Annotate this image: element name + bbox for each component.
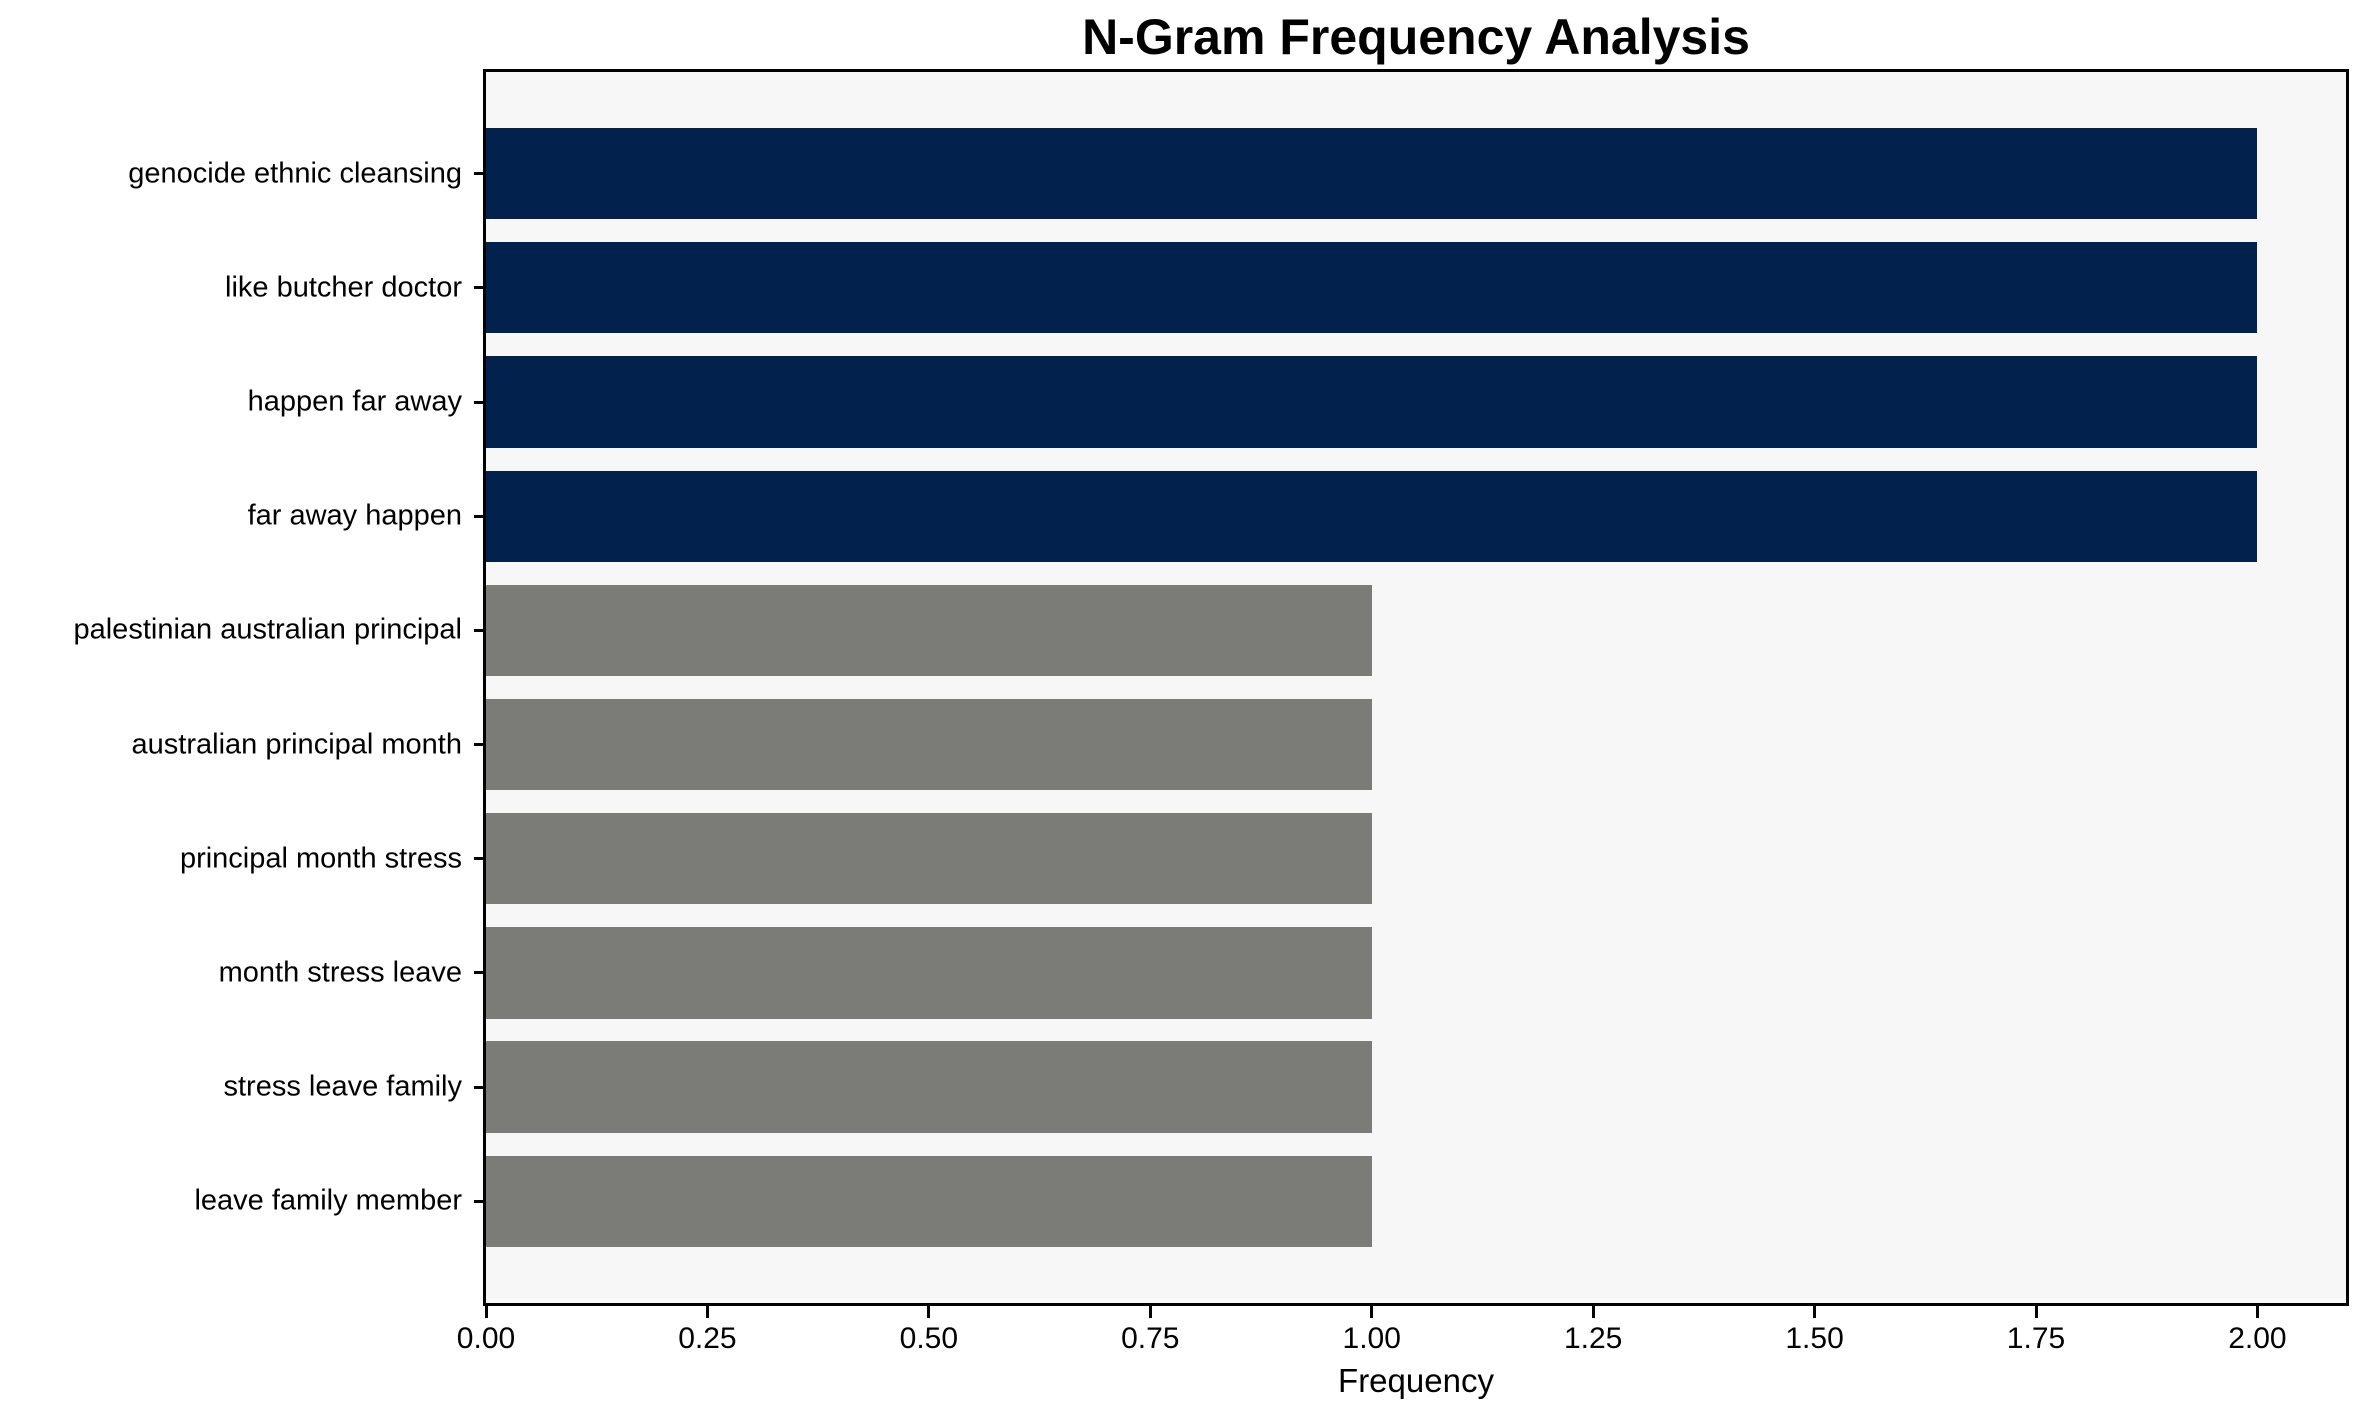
x-tick-mark	[1591, 1306, 1595, 1318]
bar-leave-family-member	[486, 1155, 1372, 1248]
bar-like-butcher-doctor	[486, 242, 2258, 334]
x-tick-mark	[1148, 1306, 1152, 1318]
x-tick-mark	[1370, 1306, 1374, 1318]
chart-title: N-Gram Frequency Analysis	[1082, 9, 1750, 65]
x-tick-label-0.75: 0.75	[1121, 1322, 1180, 1355]
bar-month-stress-leave	[486, 927, 1372, 1019]
y-tick-label-happen-far-away: happen far away	[247, 385, 462, 418]
y-tick-mark	[474, 1085, 486, 1089]
x-tick-label-0.00: 0.00	[456, 1322, 516, 1355]
bar-genocide-ethnic-cleansing	[486, 127, 2258, 220]
x-axis-label: Frequency	[1338, 1362, 1494, 1399]
x-tick-mark	[484, 1306, 488, 1318]
x-tick-label-1.50: 1.50	[1785, 1322, 1844, 1355]
y-tick-mark	[474, 400, 486, 404]
x-tick-label-1.00: 1.00	[1342, 1322, 1401, 1355]
y-tick-mark	[474, 971, 486, 975]
x-tick-label-0.25: 0.25	[678, 1322, 737, 1355]
bar-far-away-happen	[486, 470, 2258, 562]
y-tick-mark	[474, 172, 486, 176]
bar-palestinian-australian-principal	[486, 584, 1372, 677]
y-tick-label-palestinian-australian-principal: palestinian australian principal	[73, 613, 462, 646]
bar-principal-month-stress	[486, 813, 1372, 905]
y-tick-mark	[474, 514, 486, 518]
y-tick-mark	[474, 628, 486, 632]
x-tick-label-1.75: 1.75	[2006, 1322, 2066, 1355]
plot-area	[486, 72, 2346, 1303]
y-tick-label-genocide-ethnic-cleansing: genocide ethnic cleansing	[128, 157, 462, 190]
y-tick-label-australian-principal-month: australian principal month	[131, 728, 462, 761]
x-tick-label-1.25: 1.25	[1563, 1322, 1623, 1355]
x-tick-mark	[2034, 1306, 2038, 1318]
x-tick-mark	[2255, 1306, 2259, 1318]
bar-happen-far-away	[486, 356, 2258, 448]
y-tick-mark	[474, 743, 486, 747]
x-tick-mark	[1813, 1306, 1817, 1318]
x-tick-mark	[927, 1306, 931, 1318]
y-tick-mark	[474, 286, 486, 290]
y-tick-mark	[474, 857, 486, 861]
x-tick-mark	[705, 1306, 709, 1318]
x-tick-label-2.00: 2.00	[2228, 1322, 2287, 1355]
x-tick-label-0.50: 0.50	[899, 1322, 959, 1355]
y-tick-label-far-away-happen: far away happen	[247, 499, 462, 532]
y-tick-label-stress-leave-family: stress leave family	[223, 1070, 462, 1103]
y-tick-label-leave-family-member: leave family member	[194, 1184, 462, 1217]
y-tick-mark	[474, 1199, 486, 1203]
y-tick-label-month-stress-leave: month stress leave	[218, 956, 462, 989]
y-tick-label-like-butcher-doctor: like butcher doctor	[225, 271, 462, 304]
bar-stress-leave-family	[486, 1041, 1372, 1133]
bar-australian-principal-month	[486, 698, 1372, 791]
y-tick-label-principal-month-stress: principal month stress	[179, 842, 462, 875]
